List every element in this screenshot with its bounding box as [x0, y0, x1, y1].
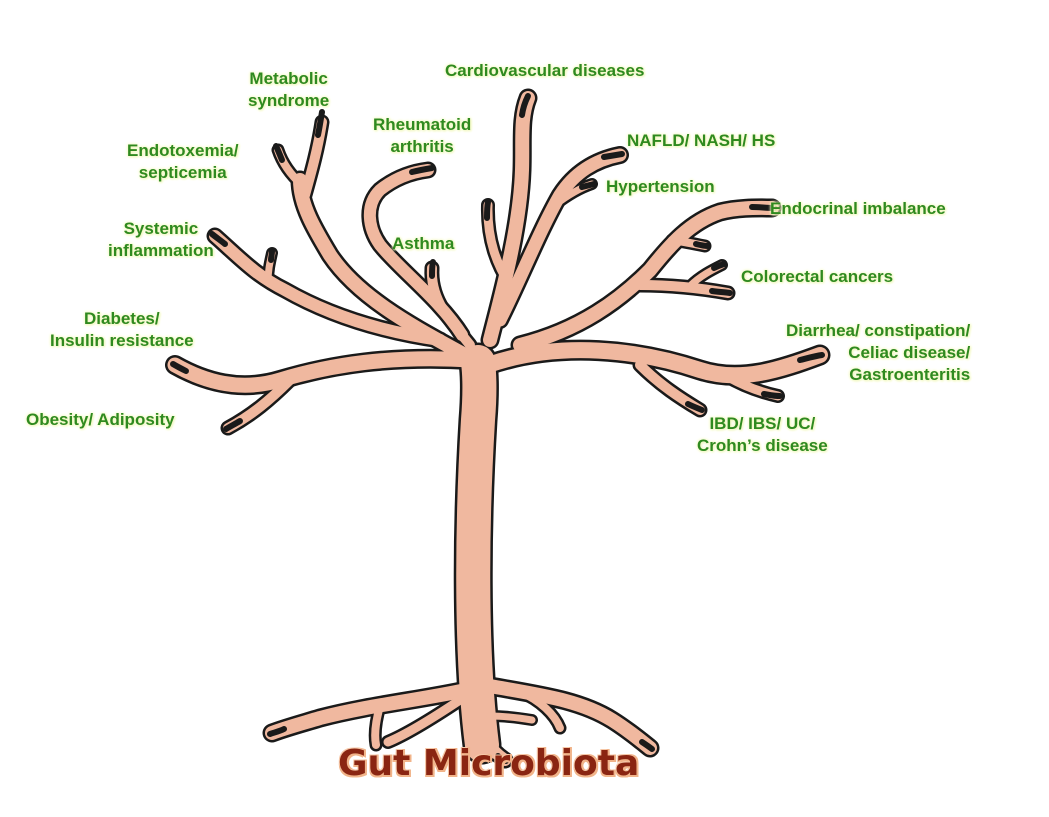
label-diabetes-insulin-resistance: Diabetes/ Insulin resistance — [50, 308, 194, 352]
label-line: Cardiovascular diseases — [445, 61, 645, 80]
tip-hypertension — [579, 181, 597, 190]
root-far-left — [383, 695, 465, 747]
label-line: NAFLD/ NASH/ HS — [627, 131, 776, 150]
label-diarrhea-celiac-gastroenteritis: Diarrhea/ constipation/ Celiac disease/ … — [786, 320, 970, 386]
label-line: Insulin resistance — [50, 331, 194, 350]
tip-endocrinal-spur — [693, 241, 711, 249]
root-left — [265, 683, 473, 740]
tip-systemic-spur — [268, 248, 275, 263]
tip-nafld — [601, 151, 625, 160]
branch-right-mid — [513, 200, 779, 352]
tip-diarrhea-spur — [761, 391, 783, 399]
tip-center-spur — [484, 199, 491, 221]
tip-root-left — [267, 726, 287, 737]
label-asthma: Asthma — [392, 233, 454, 255]
label-line: Colorectal cancers — [741, 267, 894, 286]
root-right-spur — [516, 688, 564, 732]
label-line: IBD/ IBS/ UC/ — [709, 414, 816, 433]
label-endocrinal-imbalance: Endocrinal imbalance — [770, 198, 946, 220]
diagram-title: Gut Microbiota — [338, 743, 640, 784]
label-ibd-ibs-uc-crohns: IBD/ IBS/ UC/ Crohn’s disease — [697, 413, 828, 457]
branch-left-low — [167, 351, 480, 393]
trunk — [456, 345, 499, 762]
tip-ibd — [685, 401, 705, 413]
label-line: Endotoxemia/ — [127, 141, 239, 160]
tip-endocrinal — [749, 204, 777, 211]
label-line: septicemia — [138, 163, 227, 182]
branch-center-up — [483, 91, 535, 347]
branch-right-low — [480, 342, 828, 384]
tip-rheumatoid — [409, 165, 435, 175]
label-colorectal-cancers: Colorectal cancers — [741, 266, 893, 288]
label-line: Gastroenteritis — [849, 365, 971, 384]
label-line: syndrome — [248, 91, 330, 110]
label-line: Diarrhea/ constipation/ — [786, 321, 971, 340]
root-center-spur — [486, 712, 536, 724]
label-endotoxemia-septicemia: Endotoxemia/ septicemia — [127, 140, 238, 184]
tip-cardiovascular — [519, 93, 531, 118]
label-systemic-inflammation: Systemic inflammation — [108, 218, 214, 262]
tip-diabetes — [170, 361, 189, 374]
label-cardiovascular-diseases: Cardiovascular diseases — [445, 60, 644, 82]
label-metabolic-syndrome: Metabolic syndrome — [248, 68, 329, 112]
tip-colorectal-spur — [711, 261, 727, 271]
tip-root-center — [495, 753, 509, 764]
branch-systemic — [209, 230, 446, 346]
label-line: Endocrinal imbalance — [770, 199, 946, 218]
label-rheumatoid-arthritis: Rheumatoid arthritis — [373, 114, 471, 158]
label-line: Hypertension — [606, 177, 715, 196]
tree-fill — [167, 91, 828, 766]
branch-rheumatoid — [363, 164, 468, 341]
label-line: Metabolic — [249, 69, 328, 88]
tip-colorectal — [709, 288, 733, 296]
label-line: Crohn’s disease — [697, 436, 828, 455]
tip-metabolic — [315, 109, 325, 138]
tip-systemic — [209, 231, 228, 247]
label-obesity-adiposity: Obesity/ Adiposity — [26, 409, 175, 431]
tip-root-right — [639, 739, 655, 752]
label-line: arthritis — [390, 137, 454, 156]
label-line: Celiac disease/ — [848, 343, 971, 362]
label-line: inflammation — [108, 241, 214, 260]
tip-asthma — [429, 259, 436, 279]
tip-diarrhea — [797, 352, 825, 363]
label-line: Systemic — [123, 219, 199, 238]
label-line: Asthma — [392, 234, 455, 253]
label-nafld-nash-hs: NAFLD/ NASH/ HS — [627, 130, 775, 152]
label-line: Rheumatoid — [373, 115, 472, 134]
tip-endotoxemia — [273, 143, 285, 163]
tip-obesity — [223, 418, 243, 432]
label-line: Obesity/ Adiposity — [26, 410, 175, 429]
label-line: Diabetes/ — [84, 309, 160, 328]
root-left-spur — [371, 702, 384, 749]
label-hypertension: Hypertension — [606, 176, 715, 198]
